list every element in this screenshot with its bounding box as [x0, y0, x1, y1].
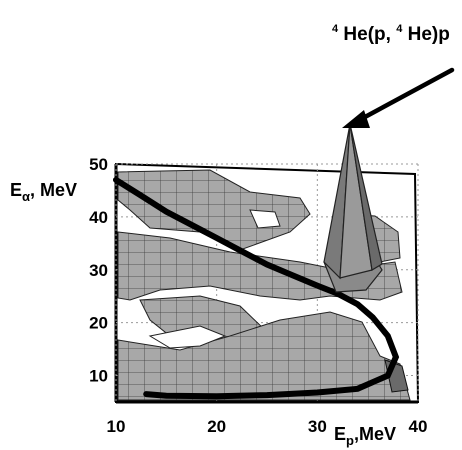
- y-axis-title-main: E: [10, 180, 22, 200]
- annotation-part: He(p,: [343, 24, 391, 45]
- surface-patch-band: [117, 231, 403, 301]
- annotation-part: He)p: [408, 24, 450, 45]
- x-tick-label: 20: [207, 417, 226, 436]
- kinematic-curve: [113, 176, 400, 400]
- y-axis-title: Eα, MeV: [10, 180, 77, 204]
- x-tick-label: 30: [308, 417, 327, 436]
- x-tick-label: 40: [409, 417, 428, 436]
- y-tick-label: 20: [89, 314, 108, 333]
- peak-spike-back: [349, 123, 383, 271]
- arrow-head: [342, 110, 370, 128]
- x-axis-title-main: E: [334, 424, 346, 444]
- annotation-arrow: [342, 67, 455, 128]
- annotation-part: 4: [396, 23, 403, 35]
- y-axis-title-sub: α: [22, 189, 30, 204]
- y-axis-title-unit: , MeV: [30, 180, 77, 200]
- y-tick-label: 40: [89, 208, 108, 227]
- tick-labels: 10 20 30 40 10 20 30 40 50: [89, 155, 427, 436]
- x-tick-label: 10: [107, 417, 126, 436]
- peak-annotation: 4 He(p, 4 He)p: [332, 16, 450, 45]
- y-tick-label: 50: [89, 155, 108, 174]
- arrow-shaft: [349, 67, 455, 127]
- elastic-peak: [323, 123, 383, 293]
- white-hole-2: [249, 209, 281, 229]
- surface-patch-upper-left: [117, 169, 311, 251]
- x-axis-title: Ep,MeV: [334, 424, 396, 448]
- white-hole-1: [148, 325, 227, 349]
- x-axis-title-unit: ,MeV: [354, 424, 396, 444]
- y-tick-label: 10: [89, 367, 108, 386]
- y-tick-label: 30: [89, 261, 108, 280]
- x-axis-title-sub: p: [346, 433, 354, 448]
- annotation-part: 4: [332, 23, 339, 35]
